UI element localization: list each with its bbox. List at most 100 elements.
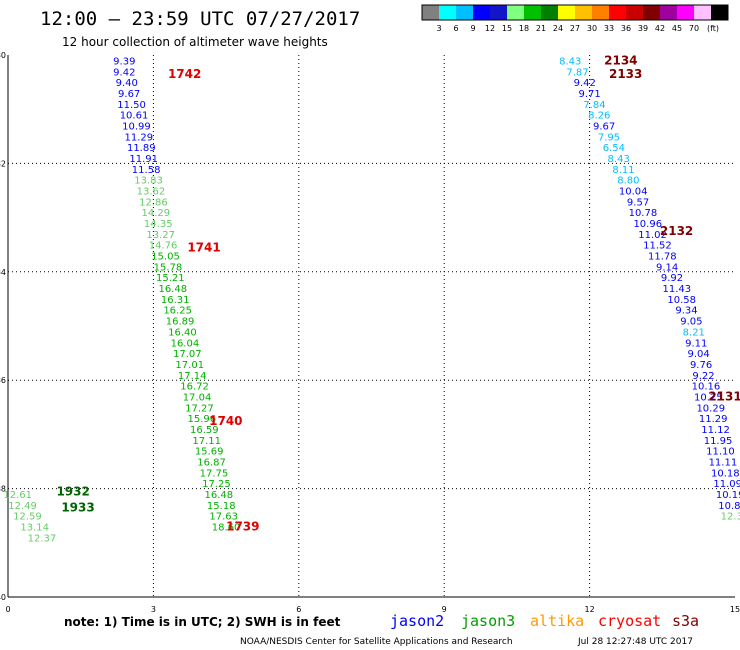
wave-height-value: 16.31 (161, 295, 190, 306)
x-tick-label: 12 (585, 605, 595, 614)
wave-height-value: 8.26 (588, 111, 610, 122)
satellite-legend-jason3: jason3 (461, 612, 515, 630)
wave-height-value: 7.87 (566, 67, 588, 78)
wave-height-value: 15.21 (156, 273, 185, 284)
color-scale-label: 21 (536, 24, 546, 33)
satellite-legend-altika: altika (530, 612, 584, 630)
wave-height-value: 7.84 (583, 100, 605, 111)
time-label: 1741 (187, 240, 220, 254)
wave-height-value: 11.10 (706, 447, 735, 458)
wave-height-value: 11.89 (127, 143, 156, 154)
wave-height-value: 10.18 (711, 468, 740, 479)
wave-height-value: 10.58 (667, 295, 696, 306)
wave-height-value: 9.57 (627, 197, 649, 208)
wave-height-value: 10.99 (122, 121, 151, 132)
y-tick-label: 36 (0, 376, 6, 385)
wave-height-value: 16.25 (163, 306, 192, 317)
wave-height-value: 11.11 (709, 458, 738, 469)
color-scale-swatch (677, 5, 694, 20)
wave-height-value: 9.92 (661, 273, 683, 284)
wave-height-value: 9.39 (113, 56, 135, 67)
wave-height-value: 16.40 (168, 327, 197, 338)
time-label: 1739 (226, 520, 259, 534)
wave-height-value: 11.02 (638, 230, 667, 241)
wave-height-value: 10.29 (696, 403, 725, 414)
wave-height-value: 10.16 (692, 382, 721, 393)
wave-height-value: 9.34 (675, 306, 697, 317)
color-scale-swatch (439, 5, 456, 20)
wave-height-value: 15.69 (195, 447, 224, 458)
plot-area: 303234363840036912159.399.429.409.6711.5… (0, 51, 740, 614)
color-scale-label: 36 (621, 24, 631, 33)
wave-height-value: 9.04 (688, 349, 710, 360)
wave-height-value: 11.91 (129, 154, 158, 165)
wave-height-value: 8.21 (683, 327, 705, 338)
wave-height-value: 12.49 (8, 501, 37, 512)
wave-height-value: 9.11 (685, 338, 707, 349)
page-title: 12:00 – 23:59 UTC 07/27/2017 (40, 8, 360, 30)
color-scale-swatch (558, 5, 575, 20)
color-scale-swatch (456, 5, 473, 20)
page-subtitle: 12 hour collection of altimeter wave hei… (62, 35, 328, 49)
color-scale-swatch (660, 5, 677, 20)
time-label: 2131 (708, 389, 740, 403)
wave-height-value: 9.71 (578, 89, 600, 100)
wave-height-value: 17.11 (192, 436, 221, 447)
wave-height-value: 8.80 (617, 176, 639, 187)
color-scale-swatch (541, 5, 558, 20)
wave-height-value: 12.61 (3, 490, 32, 501)
wave-height-value: 11.09 (713, 479, 740, 490)
y-tick-label: 30 (0, 51, 6, 60)
wave-height-value: 11.78 (648, 252, 677, 263)
wave-height-value: 9.14 (656, 262, 678, 273)
wave-height-value: 17.04 (183, 392, 212, 403)
wave-height-value: 9.42 (113, 67, 135, 78)
wave-height-value: 16.59 (190, 425, 219, 436)
color-scale-swatch (609, 5, 626, 20)
wave-height-value: 7.95 (598, 132, 620, 143)
wave-height-value: 11.50 (117, 100, 146, 111)
color-scale-swatch (626, 5, 643, 20)
color-scale-swatch (592, 5, 609, 20)
color-scale-swatch (643, 5, 660, 20)
wave-height-value: 12.59 (13, 512, 42, 523)
time-label: 2133 (609, 67, 642, 81)
wave-height-value: 11.12 (701, 425, 730, 436)
wave-height-value: 15.96 (188, 414, 217, 425)
x-tick-label: 15 (730, 605, 740, 614)
wave-height-value: 15.05 (151, 252, 180, 263)
wave-height-value: 17.75 (200, 468, 229, 479)
color-scale-label: 45 (672, 24, 682, 33)
wave-height-value: 17.63 (209, 512, 238, 523)
wave-height-value: 10.78 (629, 208, 658, 219)
wave-height-value: 16.48 (158, 284, 187, 295)
satellite-legend-cryosat: cryosat (598, 612, 661, 630)
wave-height-value: 13.14 (20, 523, 49, 534)
wave-height-value: 11.29 (125, 132, 154, 143)
wave-height-value: 9.76 (690, 360, 712, 371)
wave-height-value: 9.05 (680, 317, 702, 328)
color-scale-unit: (ft) (707, 24, 719, 33)
wave-height-value: 17.25 (202, 479, 231, 490)
color-scale-swatch (524, 5, 541, 20)
footer-timestamp: Jul 28 12:27:48 UTC 2017 (577, 637, 693, 647)
wave-height-value: 9.40 (116, 78, 138, 89)
wave-height-value: 15.18 (207, 501, 236, 512)
color-scale-label: 39 (638, 24, 648, 33)
wave-height-value: 17.01 (175, 360, 204, 371)
wave-height-value: 8.43 (559, 56, 581, 67)
wave-height-value: 12.37 (28, 533, 57, 544)
wave-height-value: 8.11 (612, 165, 634, 176)
wave-height-value: 13.83 (134, 176, 163, 187)
wave-height-value: 13.27 (146, 230, 175, 241)
color-scale-legend: 3 6 9 12 15 18 21 24 27 30 33 36 39 42 45 70 (ft) (421, 4, 729, 33)
wave-height-value: 16.48 (205, 490, 234, 501)
x-tick-label: 0 (5, 605, 10, 614)
wave-height-value: 17.07 (173, 349, 202, 360)
satellite-legend-s3a: s3a (672, 612, 699, 630)
color-scale-label: 3 (436, 24, 441, 33)
color-scale-label: 15 (502, 24, 512, 33)
wave-height-value: 16.87 (197, 458, 226, 469)
color-scale-label: 18 (519, 24, 529, 33)
